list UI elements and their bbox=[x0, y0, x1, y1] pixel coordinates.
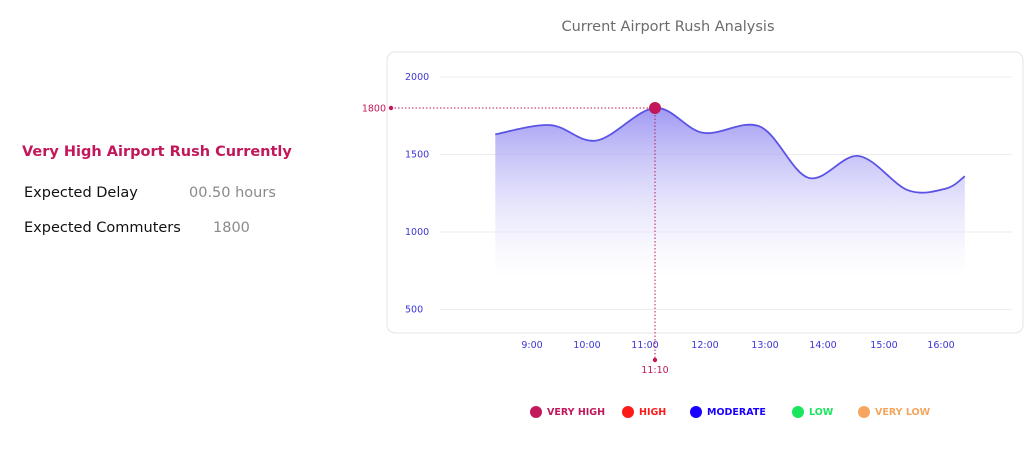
x-tick-label: 10:00 bbox=[573, 340, 600, 351]
rush-status-title: Very High Airport Rush Currently bbox=[22, 144, 292, 160]
y-tick-label: 1000 bbox=[405, 227, 429, 238]
highlight-y-marker bbox=[388, 105, 394, 111]
highlight-x-marker bbox=[652, 357, 658, 363]
y-tick-label: 2000 bbox=[405, 72, 429, 83]
x-tick-label: 16:00 bbox=[927, 340, 954, 351]
x-tick-label: 12:00 bbox=[691, 340, 718, 351]
legend-item: MODERATE bbox=[690, 406, 766, 418]
legend-label: VERY LOW bbox=[875, 406, 931, 418]
legend-item: VERY HIGH bbox=[530, 406, 605, 418]
x-tick-label: 15:00 bbox=[870, 340, 897, 351]
x-tick-label: 13:00 bbox=[751, 340, 778, 351]
expected-commuters-value: 1800 bbox=[213, 220, 250, 236]
x-tick-label: 11:00 bbox=[631, 340, 658, 351]
legend-label: MODERATE bbox=[707, 406, 766, 418]
expected-delay-value: 00.50 hours bbox=[189, 185, 276, 201]
legend-item: LOW bbox=[792, 406, 833, 418]
series-area bbox=[495, 107, 965, 278]
series-line bbox=[495, 107, 966, 194]
y-tick-label: 1500 bbox=[405, 150, 429, 161]
highlight-x-label: 11:10 bbox=[641, 365, 668, 376]
legend-dot-icon bbox=[690, 406, 702, 418]
expected-commuters-label: Expected Commuters bbox=[24, 220, 181, 236]
highlight-point bbox=[649, 102, 661, 114]
highlight-y-label: 1800 bbox=[362, 104, 386, 115]
legend-item: VERY LOW bbox=[858, 406, 930, 418]
legend: VERY HIGH HIGH MODERATE LOW VERY LOW bbox=[0, 406, 1028, 426]
legend-label: LOW bbox=[809, 406, 834, 418]
legend-item: HIGH bbox=[622, 406, 666, 418]
expected-delay-label: Expected Delay bbox=[24, 185, 138, 201]
legend-dot-icon bbox=[792, 406, 804, 418]
x-tick-label: 14:00 bbox=[809, 340, 836, 351]
legend-dot-icon bbox=[530, 406, 542, 418]
legend-label: HIGH bbox=[639, 406, 667, 418]
legend-label: VERY HIGH bbox=[547, 406, 606, 418]
legend-dot-icon bbox=[858, 406, 870, 418]
y-tick-label: 500 bbox=[405, 305, 423, 316]
chart-title: Current Airport Rush Analysis bbox=[561, 19, 775, 35]
x-tick-label: 9:00 bbox=[521, 340, 542, 351]
legend-dot-icon bbox=[622, 406, 634, 418]
